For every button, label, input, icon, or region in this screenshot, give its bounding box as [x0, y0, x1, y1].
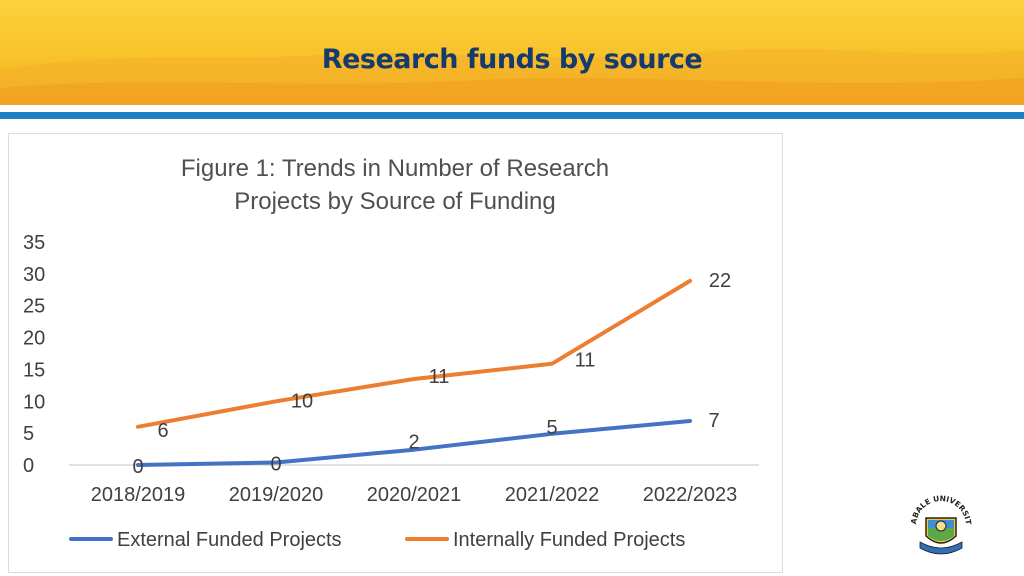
- data-label: 11: [429, 366, 450, 388]
- slide-title: Research funds by source: [321, 44, 703, 75]
- data-label: 11: [575, 350, 596, 372]
- header-banner: [0, 0, 1024, 105]
- series-line-internal: [136, 278, 692, 429]
- header-divider: [0, 112, 1024, 119]
- y-tick-label: 35: [23, 232, 45, 254]
- data-label: 10: [291, 390, 313, 412]
- y-tick-label: 20: [23, 328, 45, 350]
- x-tick-label: 2021/2022: [505, 484, 600, 506]
- chart-title-line-1: Figure 1: Trends in Number of Research: [181, 155, 609, 182]
- x-tick-label: 2018/2019: [91, 484, 186, 506]
- y-tick-label: 0: [23, 455, 34, 477]
- data-label: 7: [708, 410, 719, 432]
- legend-label: External Funded Projects: [117, 529, 342, 551]
- y-tick-label: 25: [23, 296, 45, 318]
- x-tick-label: 2020/2021: [367, 484, 462, 506]
- chart-container: Figure 1: Trends in Number of Research P…: [8, 133, 783, 573]
- kabale-university-logo: KABALE UNIVERSITY: [906, 490, 973, 555]
- line-chart: Figure 1: Trends in Number of Research P…: [23, 155, 759, 551]
- y-tick-label: 30: [23, 264, 45, 286]
- legend-label: Internally Funded Projects: [453, 529, 685, 551]
- data-label: 5: [546, 417, 557, 439]
- series-line-external: [136, 419, 692, 467]
- data-label: 22: [709, 270, 731, 292]
- x-tick-label: 2019/2020: [229, 484, 324, 506]
- chart-title-line-2: Projects by Source of Funding: [234, 188, 556, 215]
- y-tick-label: 15: [23, 359, 45, 381]
- data-label: 2: [408, 432, 419, 454]
- x-tick-label: 2022/2023: [643, 484, 738, 506]
- data-label: 0: [270, 453, 281, 475]
- data-label: 0: [132, 456, 143, 478]
- y-tick-label: 10: [23, 391, 45, 413]
- data-label: 6: [157, 420, 168, 442]
- y-tick-label: 5: [23, 423, 34, 445]
- banner-hills-decoration: [0, 48, 1024, 105]
